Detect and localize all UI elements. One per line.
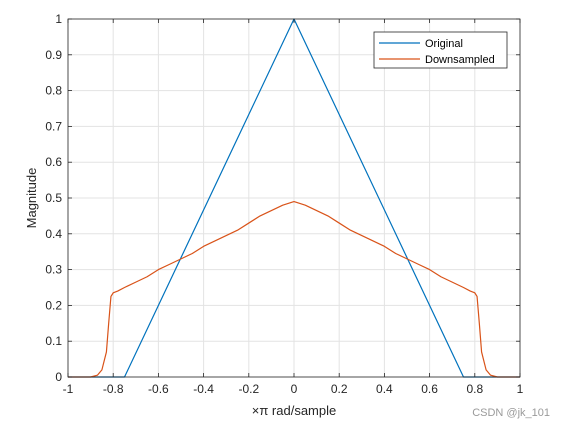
x-tick-label: -1	[63, 382, 74, 396]
series-line-downsampled	[68, 200, 520, 378]
y-tick-label: 0.5	[45, 191, 62, 205]
legend: Original Downsampled	[373, 31, 508, 69]
y-tick-label: 1	[55, 12, 62, 26]
x-axis-label: ×π rad/sample	[252, 403, 336, 418]
axis-ticks: -1 -0.8 -0.6 -0.4 -0.2 0 0.2 0.4 0.6 0.8 1 0 0.1 0.2 0…	[45, 12, 523, 396]
y-tick-label: 0.8	[45, 84, 62, 98]
x-tick-label: -0.6	[148, 382, 169, 396]
x-tick-label: 0.2	[331, 382, 348, 396]
x-tick-label: 0.4	[376, 382, 393, 396]
legend-label-original: Original	[425, 38, 463, 50]
y-tick-label: 0	[55, 370, 62, 384]
y-tick-label: 0.1	[45, 334, 62, 348]
y-tick-label: 0.7	[45, 119, 62, 133]
x-tick-label: -0.8	[103, 382, 124, 396]
y-axis-label: Magnitude	[24, 168, 39, 229]
x-tick-label: -0.2	[238, 382, 259, 396]
y-tick-label: 0.3	[45, 263, 62, 277]
watermark: CSDN @jk_101	[472, 407, 550, 419]
x-tick-label: 1	[517, 382, 524, 396]
legend-label-downsampled: Downsampled	[425, 54, 495, 66]
y-tick-label: 0.6	[45, 155, 62, 169]
x-tick-label: 0.6	[421, 382, 438, 396]
legend-box	[373, 31, 508, 69]
y-tick-label: 0.2	[45, 298, 62, 312]
x-tick-label: -0.4	[193, 382, 214, 396]
y-tick-label: 0.4	[45, 227, 62, 241]
x-tick-label: 0	[291, 382, 298, 396]
x-tick-label: 0.8	[466, 382, 483, 396]
y-tick-label: 0.9	[45, 48, 62, 62]
